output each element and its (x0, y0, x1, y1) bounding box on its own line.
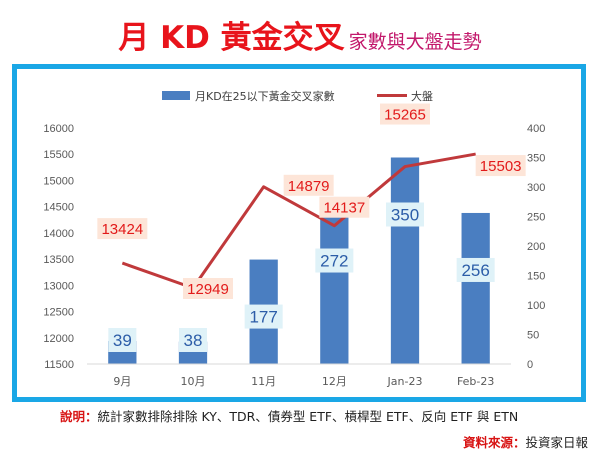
footnote-text: 統計家數排除排除 KY、TDR、債券型 ETF、槓桿型 ETF、反向 ETF 與… (97, 409, 519, 424)
y-right-tick: 250 (527, 212, 545, 224)
bar-label-bg (456, 257, 495, 282)
y-left-tick: 12500 (43, 307, 74, 319)
title-main: 月 KD 黃金交叉 (118, 20, 345, 56)
y-left-tick: 14000 (43, 228, 74, 240)
y-right-tick: 100 (527, 300, 545, 312)
chart-frame: 月KD在25以下黃金交叉家數 大盤 11500 12000 12500 13000 1350… (12, 64, 586, 402)
line-label-bg (475, 155, 526, 177)
y-left-tick: 13000 (43, 280, 74, 292)
line-data-label: 15503 (480, 158, 522, 175)
bar-label-bg (108, 328, 137, 352)
line-data-label: 13424 (101, 221, 143, 238)
legend-bar-swatch (162, 91, 190, 100)
line-label-bg (97, 218, 148, 240)
y-right-tick: 400 (527, 123, 545, 135)
x-tick: 10月 (181, 375, 206, 388)
footnote: 說明：統計家數排除排除 KY、TDR、債券型 ETF、槓桿型 ETF、反向 ET… (60, 406, 600, 425)
y-left-tick: 15500 (43, 149, 74, 161)
x-tick: 12月 (322, 375, 347, 388)
bar-data-label: 38 (184, 331, 203, 350)
bar-data-label: 256 (461, 261, 489, 280)
line-data-label: 14879 (288, 178, 330, 195)
x-tick: Feb-23 (457, 375, 494, 388)
y-left-tick: 15000 (43, 175, 74, 187)
bar-label-bg (386, 202, 424, 227)
legend-line-label: 大盤 (411, 89, 433, 103)
y-right-tick: 0 (527, 359, 533, 371)
bar-data-label: 39 (113, 331, 132, 350)
x-tick: 11月 (251, 375, 276, 388)
combo-chart: 月KD在25以下黃金交叉家數 大盤 11500 12000 12500 13000 1350… (43, 89, 545, 388)
y-left-tick: 16000 (43, 123, 74, 135)
x-tick: Jan-23 (387, 375, 423, 388)
line-label-bg (183, 278, 233, 300)
chart-title: 月 KD 黃金交叉 家數與大盤走勢 (0, 12, 600, 56)
bar (320, 203, 349, 364)
y-left-tick: 11500 (44, 359, 74, 371)
line-series-dapan (121, 152, 476, 290)
line-label-bg (283, 174, 334, 196)
bar-data-label: 272 (320, 252, 348, 271)
bar (461, 212, 490, 364)
y-right-tick: 350 (527, 153, 545, 165)
source-label: 資料來源： (462, 435, 526, 450)
bar-data-label: 350 (391, 206, 419, 225)
source-note: 資料來源：投資家日報 (463, 432, 588, 451)
x-tick: 9月 (113, 375, 131, 388)
y-left-tick: 13500 (43, 254, 74, 266)
y-left-tick: 12000 (43, 333, 74, 345)
y-right-tick: 50 (527, 330, 539, 342)
line-data-label: 15265 (384, 107, 426, 124)
line-label-bg (380, 103, 430, 125)
y-right-tick: 150 (527, 271, 545, 283)
footnote-label: 說明： (60, 409, 98, 424)
title-subtitle: 家數與大盤走勢 (348, 31, 482, 53)
y-right-tick: 300 (527, 182, 545, 194)
y-left-tick: 14500 (43, 202, 74, 214)
line-data-label: 14137 (323, 200, 365, 217)
y-right-tick: 200 (527, 241, 545, 253)
legend-bar-label: 月KD在25以下黃金交叉家數 (195, 89, 335, 103)
bar (390, 157, 420, 364)
line-label-bg (319, 196, 370, 218)
bar-label-bg (179, 328, 207, 352)
source-text: 投資家日報 (525, 435, 588, 450)
line-data-label: 12949 (187, 281, 229, 298)
bar-label-bg (244, 304, 283, 329)
bar-label-bg (315, 248, 354, 273)
bar-data-label: 177 (249, 308, 277, 327)
